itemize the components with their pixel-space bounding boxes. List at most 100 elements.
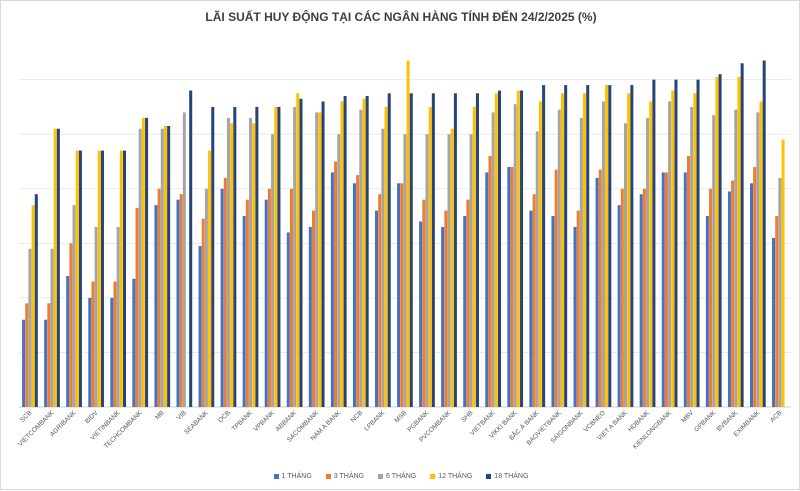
bar <box>535 131 539 408</box>
bar <box>463 216 467 407</box>
bar <box>409 93 413 407</box>
bar <box>529 210 533 407</box>
bar <box>318 112 322 407</box>
legend-item: 6 THÁNG <box>378 473 416 480</box>
bar <box>116 226 120 407</box>
bar <box>469 134 473 407</box>
bar <box>135 207 139 407</box>
bar <box>53 128 57 407</box>
bar <box>141 117 145 407</box>
bar <box>365 96 369 407</box>
bar <box>381 128 385 407</box>
bar <box>450 128 454 407</box>
bar <box>44 319 48 407</box>
bar <box>542 85 546 407</box>
bar <box>715 76 719 408</box>
bar <box>772 237 776 407</box>
x-tick-label: KIENLONGBANK <box>632 409 674 451</box>
x-tick-label: NCB <box>350 409 365 424</box>
bar <box>378 194 382 407</box>
bar <box>286 232 290 407</box>
chart-legend: 1 THÁNG 3 THÁNG 6 THÁNG 12 THÁNG 18 THÁNG <box>1 473 800 480</box>
bar <box>576 210 580 407</box>
legend-item: 1 THÁNG <box>273 473 312 480</box>
bar <box>718 74 722 407</box>
legend-swatch <box>325 474 331 479</box>
bar <box>72 205 76 407</box>
bar <box>598 169 602 407</box>
bar <box>100 150 104 407</box>
bar <box>230 123 234 407</box>
bar <box>113 281 117 407</box>
bar <box>226 117 230 407</box>
bar <box>56 128 60 407</box>
bar <box>557 109 561 408</box>
bar <box>475 93 479 407</box>
bar <box>453 93 457 407</box>
bar <box>88 297 92 407</box>
bar <box>425 134 429 407</box>
bar <box>759 101 763 407</box>
bar <box>201 218 205 407</box>
bar <box>664 172 668 407</box>
bar <box>488 156 492 407</box>
x-tick-label: TPBANK <box>231 409 255 433</box>
bar <box>334 161 338 407</box>
bar <box>431 93 435 407</box>
bar <box>516 90 520 407</box>
bar <box>605 85 609 407</box>
x-tick-label: ACB <box>769 409 783 423</box>
bar <box>762 60 766 408</box>
bar <box>642 188 646 407</box>
bar <box>583 93 587 407</box>
bar <box>340 101 344 407</box>
bar <box>491 112 495 407</box>
bar <box>564 85 568 407</box>
bar <box>97 150 101 407</box>
bar <box>119 150 123 407</box>
bar <box>145 117 149 407</box>
bar <box>397 183 401 407</box>
bar <box>252 123 256 407</box>
bar <box>620 188 624 407</box>
bar <box>403 134 407 407</box>
bar <box>693 93 697 407</box>
bar <box>649 101 653 407</box>
bar <box>639 194 643 407</box>
x-tick-label: TECHCOMBANK <box>103 409 144 450</box>
bar <box>573 226 577 407</box>
bar <box>204 188 208 407</box>
bar <box>321 101 325 407</box>
legend-label: 6 THÁNG <box>386 473 417 480</box>
bar <box>312 210 316 407</box>
bar <box>444 210 448 407</box>
bar <box>69 243 73 407</box>
bar <box>78 150 82 407</box>
bar <box>356 175 360 408</box>
bar <box>749 183 753 407</box>
bar <box>652 79 656 408</box>
legend-swatch <box>430 474 436 479</box>
bar <box>400 183 404 407</box>
bar <box>315 112 319 407</box>
bar <box>466 199 470 407</box>
bar <box>753 166 757 407</box>
bar <box>289 188 293 407</box>
bar <box>277 106 281 408</box>
bar <box>608 85 612 407</box>
x-tick-label: VIB <box>175 409 187 421</box>
bar <box>179 194 183 407</box>
bar <box>94 226 98 407</box>
bar <box>630 85 634 407</box>
bar <box>189 90 193 407</box>
bar <box>520 90 524 407</box>
bar <box>299 98 303 408</box>
bar <box>617 205 621 407</box>
legend-label: 1 THÁNG <box>281 473 312 480</box>
bar <box>198 246 202 407</box>
x-tick-label: OCB <box>217 409 232 424</box>
bar <box>223 177 227 407</box>
bar <box>47 303 51 407</box>
bar <box>601 101 605 407</box>
